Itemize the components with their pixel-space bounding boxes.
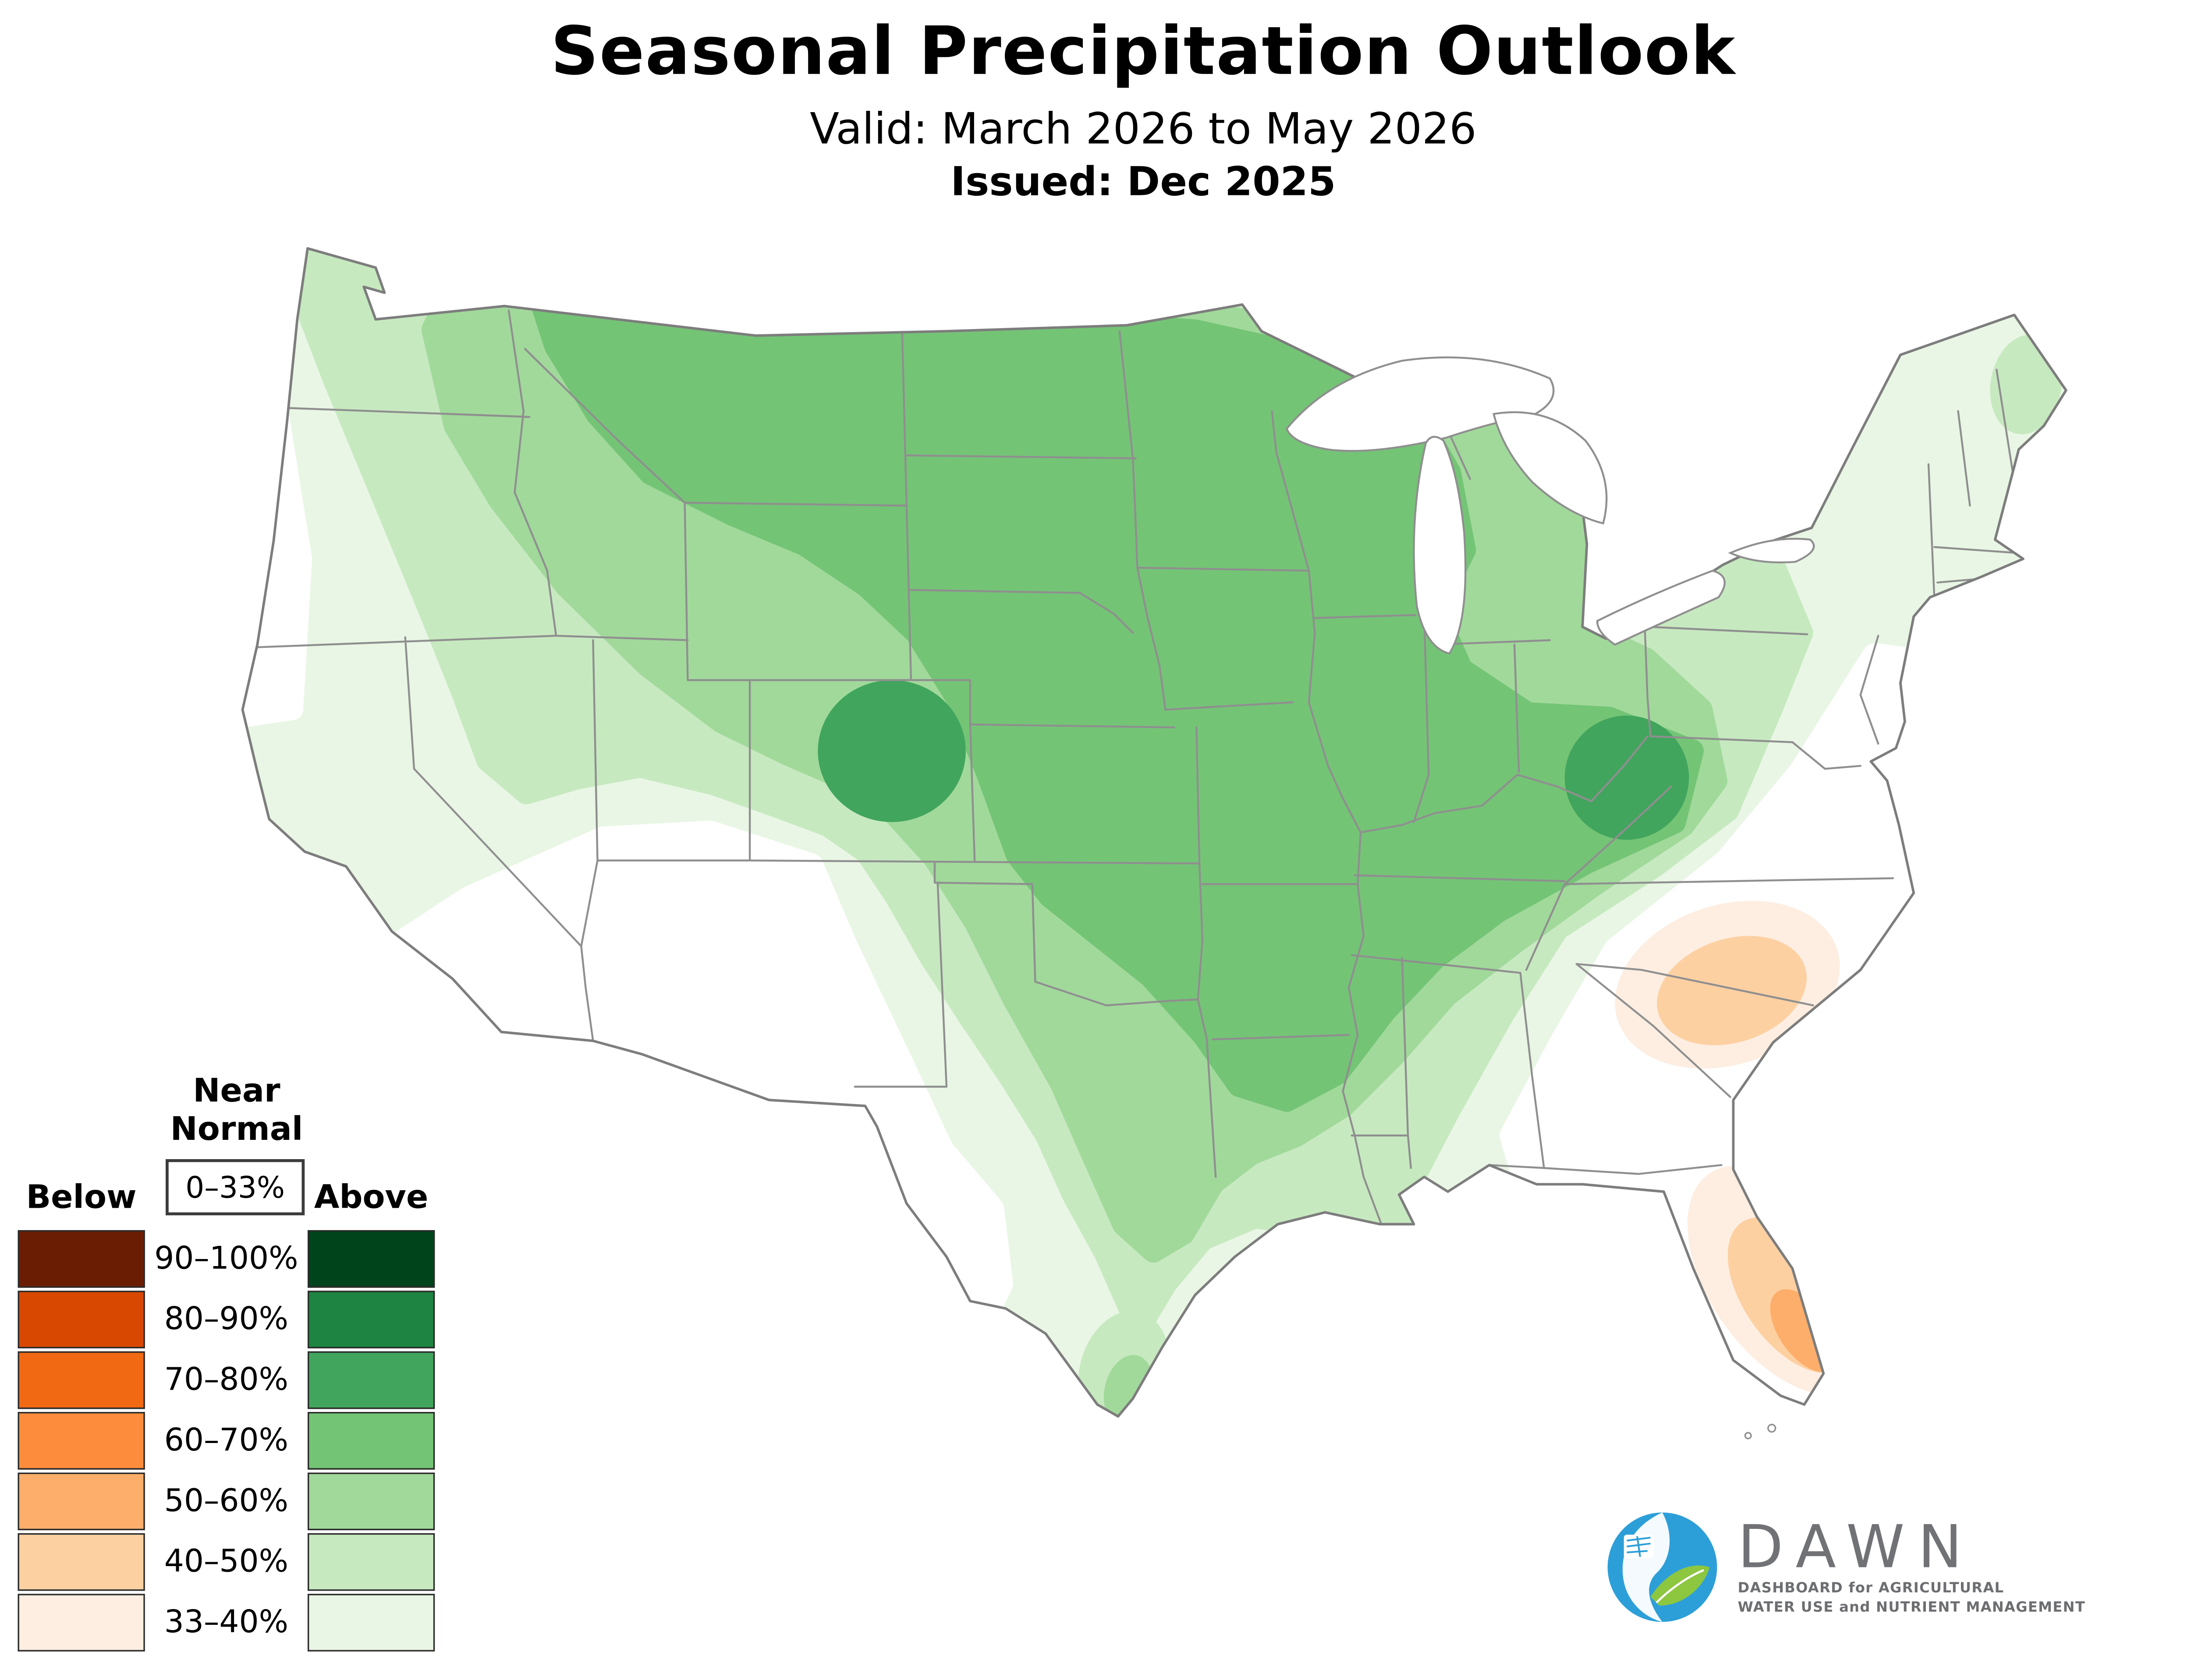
header: Seasonal Precipitation Outlook Valid: Ma… [0,12,2191,205]
dawn-logo-icon [1607,1512,1717,1622]
legend-swatch-below [18,1594,145,1652]
legend-swatch-above [308,1351,435,1409]
legend-range-label: 33–40% [164,1604,288,1640]
lake-superior [1285,356,1555,452]
near-normal-zone-pacific-coast [242,386,312,732]
dawn-logo-tagline-1: DASHBOARD for AGRICULTURAL [1737,1580,2004,1597]
legend-below-label: Below [26,1180,137,1217]
legend-range-label: 80–90% [164,1301,288,1337]
state-borders [247,309,2018,1225]
legend-range-label: 90–100% [154,1240,298,1276]
dawn-logo-text: DAWN DASHBOARD for AGRICULTURAL WATER US… [1738,1517,2085,1618]
dawn-logo: DAWN DASHBOARD for AGRICULTURAL WATER US… [1606,1511,2085,1623]
legend-rows: 90–100% 80–90% 70–80% 60–70% 50–60% 40–50% 33–… [18,1230,444,1655]
legend-row: 40–50% [18,1533,444,1591]
legend-row: 90–100% [18,1230,444,1288]
legend-range-label: 40–50% [164,1543,288,1579]
legend-swatch-below [18,1412,145,1470]
legend-swatch-below [18,1533,145,1591]
contour-below-40-50-south-carolina [1657,936,1807,1045]
dawn-logo-tagline-2: WATER USE and NUTRIENT MANAGEMENT [1737,1599,2086,1616]
legend-swatch-below [18,1351,145,1409]
contour-above-70-80-ohio-valley [1564,715,1689,840]
map-container [160,189,2127,1490]
page-title: Seasonal Precipitation Outlook [550,12,1736,90]
legend-swatch-above [308,1533,435,1591]
near-normal-range-value: 0–33% [185,1169,285,1205]
legend-range-label: 50–60% [164,1483,288,1519]
near-normal-range-box: 0–33% [166,1159,305,1216]
legend: Near Normal 0–33% Below Above 90–100% 80–… [18,1073,444,1665]
valid-period-text: Valid: March 2026 to May 2026 [810,103,1477,154]
legend-swatch-below [18,1291,145,1348]
legend-swatch-below [18,1230,145,1288]
florida-keys-island [1744,1432,1752,1439]
legend-swatch-above [308,1412,435,1470]
legend-row: 33–40% [18,1594,444,1652]
legend-swatch-above [308,1230,435,1288]
legend-swatch-above [308,1472,435,1531]
lake-huron [1493,411,1608,525]
legend-row: 70–80% [18,1351,444,1409]
us-precipitation-map [241,247,2067,1439]
dawn-logo-name: DAWN [1737,1514,1976,1582]
legend-swatch-above [308,1291,435,1348]
florida-keys-island [1767,1424,1776,1433]
legend-row: 80–90% [18,1291,444,1348]
legend-above-label: Above [314,1180,429,1217]
legend-row: 60–70% [18,1412,444,1470]
legend-row: 50–60% [18,1472,444,1531]
legend-range-label: 60–70% [164,1422,288,1458]
legend-swatch-below [18,1472,145,1531]
issued-date-text: Issued: Dec 2025 [950,159,1336,206]
lake-ontario [1728,538,1815,564]
legend-swatch-above [308,1594,435,1652]
near-normal-label: Near Normal [170,1073,303,1149]
lake-michigan [1413,436,1467,655]
contour-above-70-80-high-plains [818,680,966,822]
legend-range-label: 70–80% [164,1362,288,1397]
lake-erie [1596,569,1726,646]
